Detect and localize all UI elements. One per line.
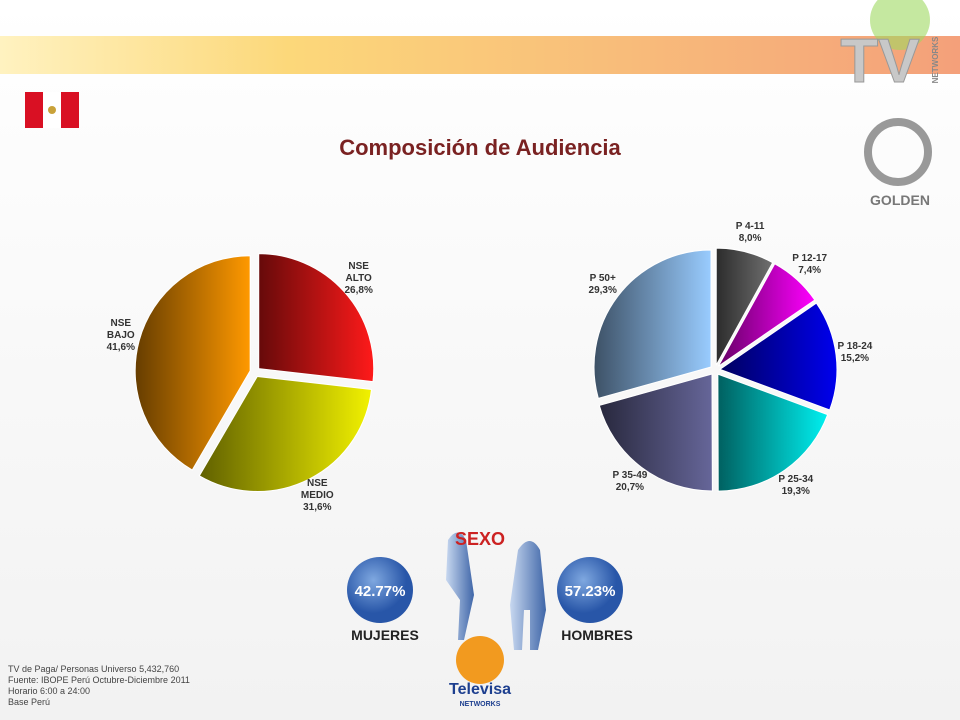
header-band [0, 36, 960, 74]
bubble [347, 557, 413, 623]
slice-category: NSE ALTO [345, 261, 372, 285]
pie-slice [593, 249, 712, 400]
female-silhouette [446, 532, 474, 640]
female-share: 42.77% [355, 583, 406, 600]
slice-category: P 35-49 [612, 470, 648, 482]
slice-label: P 18-24 15,2% [837, 341, 872, 365]
tv-logo: TV [840, 27, 919, 96]
tv-logo-sub: NETWORKS [931, 36, 940, 83]
slice-category: P 50+ [589, 272, 616, 284]
logo-deco [870, 0, 930, 50]
pie-slice [598, 373, 713, 492]
slice-value: 15,2% [840, 352, 870, 364]
pie-slice [198, 375, 373, 492]
slice-value: 41,6% [106, 341, 135, 353]
pie-slice [715, 247, 774, 366]
slice-value: 8,0% [738, 233, 762, 245]
sexo-title: SEXO [455, 529, 505, 549]
slice-value: 29,3% [588, 284, 617, 296]
pie-slice [258, 253, 375, 383]
pie-slice [718, 302, 838, 411]
televisa-sub: NETWORKS [460, 701, 501, 708]
male-share: 57.23% [565, 583, 616, 600]
bubble [557, 557, 623, 623]
slice-label: NSE MEDIO 31,6% [295, 478, 339, 514]
male-silhouette [510, 541, 546, 650]
slice-category: P 12-17 [792, 253, 828, 265]
slice-category: P 25-34 [778, 473, 814, 485]
footer-line: TV de Paga/ Personas Universo 5,432,760 [8, 664, 180, 674]
footer-line: Horario 6:00 a 24:00 [8, 686, 91, 696]
televisa-logo: Televisa [449, 681, 511, 698]
slice-label: P 4-11 8,0% [736, 221, 765, 245]
slice-value: 7,4% [798, 265, 822, 277]
televisa-mark [456, 636, 504, 684]
pie-slice [717, 263, 816, 367]
slice-label: P 25-34 19,3% [778, 474, 813, 498]
slice-label: NSE BAJO 41,6% [99, 318, 143, 354]
male-label: HOMBRES [561, 627, 633, 643]
slice-value: 19,3% [781, 485, 810, 497]
title: Composición de Audiencia [339, 135, 621, 160]
slice-value: 20,7% [615, 482, 645, 494]
slice-category: P 18-24 [837, 340, 873, 352]
slice-category: NSE BAJO [106, 317, 135, 341]
flag [25, 92, 79, 128]
footer-line: Base Perú [8, 697, 51, 707]
golden-logo: GOLDEN [870, 192, 930, 208]
footer-line: Fuente: IBOPE Perú Octubre-Diciembre 201… [8, 675, 190, 685]
slice-label: P 35-49 20,7% [612, 470, 647, 494]
slice-label: NSE ALTO 26,8% [337, 261, 381, 297]
slice-value: 26,8% [344, 285, 373, 297]
female-label: MUJERES [351, 627, 419, 643]
golden-mark [864, 118, 932, 186]
slice-label: P 50+ 29,3% [589, 273, 617, 297]
slice-label: P 12-17 7,4% [792, 253, 827, 277]
slice-category: NSE MEDIO [300, 478, 334, 502]
slice-value: 31,6% [303, 502, 332, 514]
slice-category: P 4-11 [735, 221, 765, 233]
pie-slice [134, 255, 251, 471]
pie-slice [717, 373, 829, 492]
footer: TV de Paga/ Personas Universo 5,432,760 … [8, 664, 190, 708]
